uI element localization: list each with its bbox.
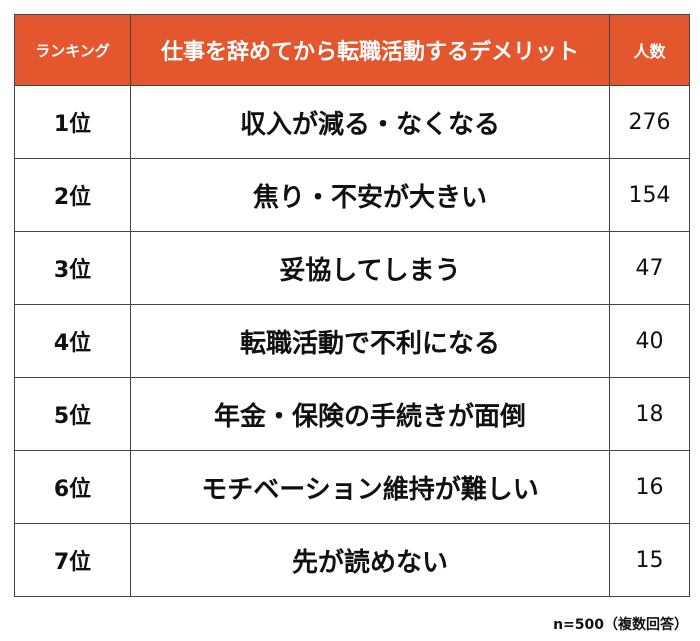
table-row: 4位 転職活動で不利になる 40 — [14, 304, 690, 378]
ranking-table: ランキング 仕事を辞めてから転職活動するデメリット 人数 1位 収入が減る・なく… — [14, 14, 690, 597]
count-cell: 154 — [609, 158, 690, 232]
rank-cell: 3位 — [14, 231, 131, 305]
table-row: 7位 先が読めない 15 — [14, 523, 690, 597]
header-count: 人数 — [609, 14, 690, 86]
count-cell: 15 — [609, 523, 690, 597]
item-cell: 妥協してしまう — [130, 231, 610, 305]
count-cell: 276 — [609, 85, 690, 159]
rank-cell: 5位 — [14, 377, 131, 451]
item-cell: モチベーション維持が難しい — [130, 450, 610, 524]
count-cell: 47 — [609, 231, 690, 305]
table-row: 2位 焦り・不安が大きい 154 — [14, 158, 690, 232]
item-cell: 年金・保険の手続きが面倒 — [130, 377, 610, 451]
sample-size-footnote: n=500（複数回答） — [553, 617, 688, 633]
table-row: 6位 モチベーション維持が難しい 16 — [14, 450, 690, 524]
count-cell: 18 — [609, 377, 690, 451]
header-rank: ランキング — [14, 14, 131, 86]
item-cell: 先が読めない — [130, 523, 610, 597]
rank-cell: 2位 — [14, 158, 131, 232]
table-row: 5位 年金・保険の手続きが面倒 18 — [14, 377, 690, 451]
table-row: 1位 収入が減る・なくなる 276 — [14, 85, 690, 159]
count-cell: 40 — [609, 304, 690, 378]
rank-cell: 1位 — [14, 85, 131, 159]
rank-cell: 6位 — [14, 450, 131, 524]
header-item: 仕事を辞めてから転職活動するデメリット — [130, 14, 610, 86]
item-cell: 焦り・不安が大きい — [130, 158, 610, 232]
item-cell: 収入が減る・なくなる — [130, 85, 610, 159]
header-row: ランキング 仕事を辞めてから転職活動するデメリット 人数 — [14, 14, 690, 86]
rank-cell: 4位 — [14, 304, 131, 378]
count-cell: 16 — [609, 450, 690, 524]
item-cell: 転職活動で不利になる — [130, 304, 610, 378]
rank-cell: 7位 — [14, 523, 131, 597]
table-row: 3位 妥協してしまう 47 — [14, 231, 690, 305]
